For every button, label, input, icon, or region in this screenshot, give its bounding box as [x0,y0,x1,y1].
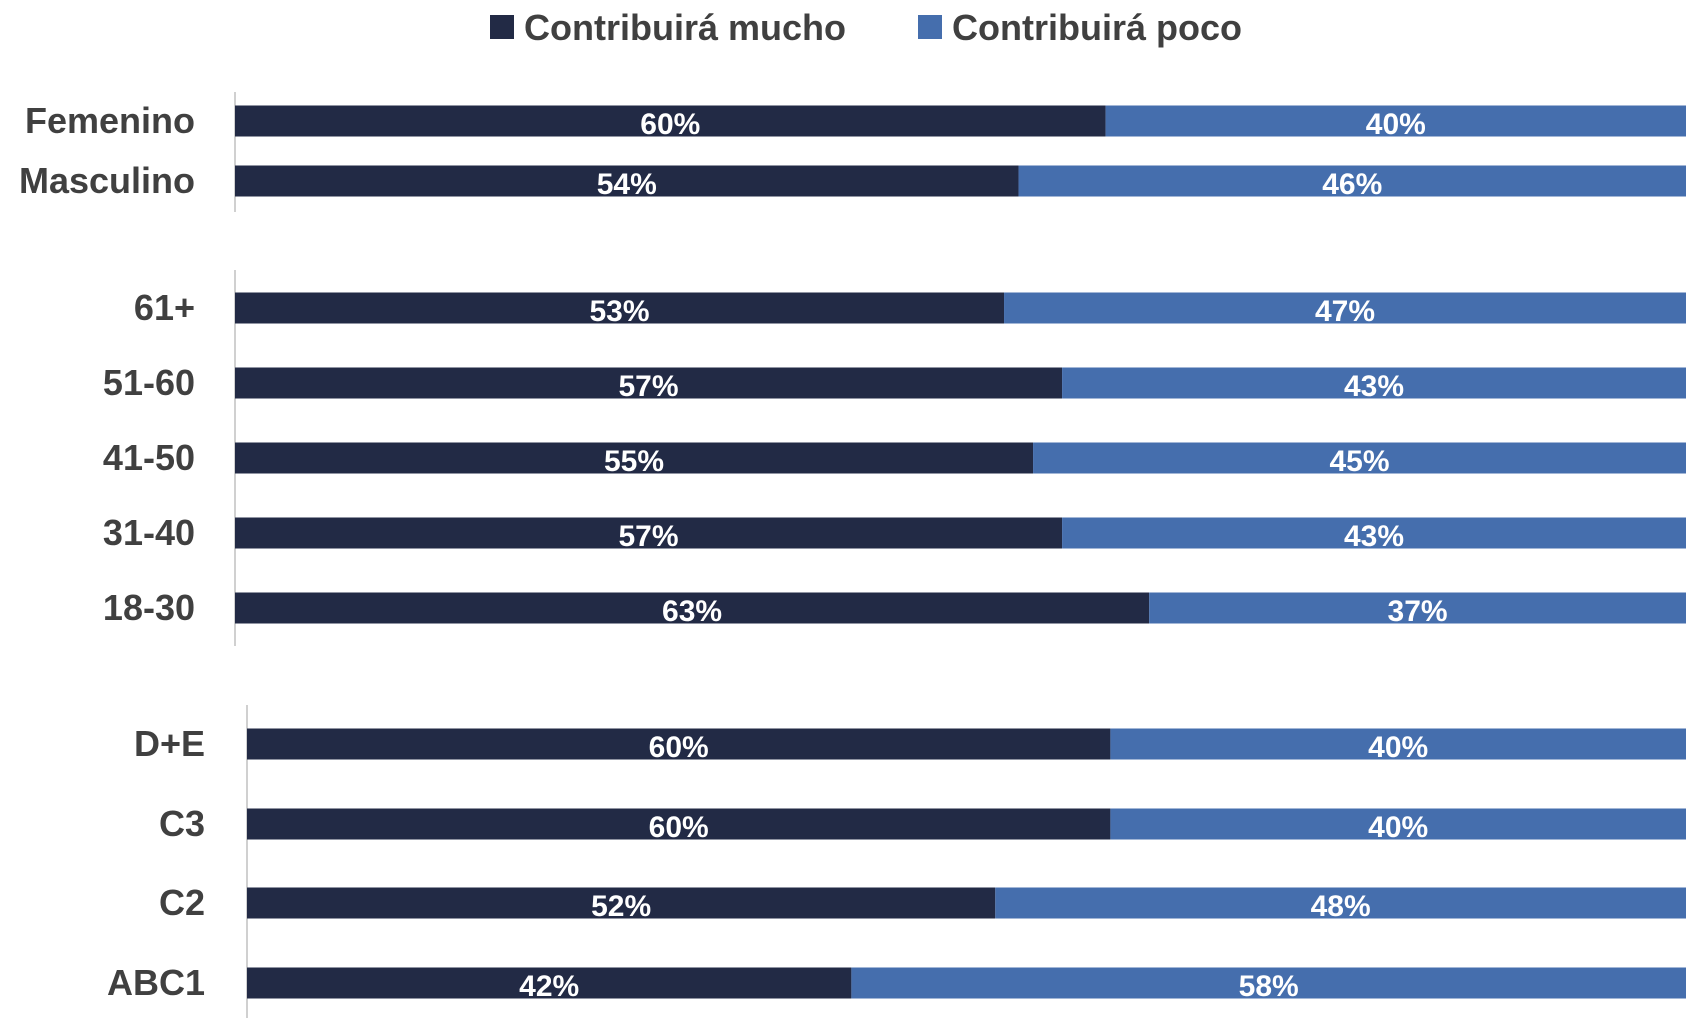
bar-segment-mucho [235,105,1106,137]
bar-segment-mucho [235,442,1034,474]
bar-segment-mucho [247,887,996,919]
category-label: 31-40 [103,512,195,553]
data-label: 53% [589,295,649,328]
bar-segment-poco [851,967,1686,999]
data-label: 54% [597,168,657,201]
data-label: 43% [1344,520,1404,553]
data-label: 42% [519,970,579,1003]
bar-segment-mucho [247,967,852,999]
data-label: 52% [591,890,651,923]
bar-segment-mucho [247,808,1111,840]
bar-segment-poco [995,887,1686,919]
legend: Contribuirá mucho Contribuirá poco [490,7,1242,48]
legend-label-mucho: Contribuirá mucho [524,7,846,48]
bar-segment-poco [1062,517,1686,549]
chart-panel-3: D+E 60% 40% C3 60% 40% C2 52% 48% ABC1 42% 58% [107,705,1686,1018]
bar-segment-mucho [235,165,1019,197]
data-label: 40% [1366,108,1426,141]
data-label: 58% [1239,970,1299,1003]
category-label: Masculino [19,160,195,201]
bar-segment-mucho [235,367,1063,399]
bar-segment-poco [1110,728,1686,760]
data-label: 46% [1322,168,1382,201]
bar-segment-poco [1004,292,1686,324]
data-label: 60% [640,108,700,141]
legend-swatch-mucho [490,15,514,39]
category-label: 51-60 [103,362,195,403]
category-label: C3 [159,803,205,844]
bar-segment-poco [1105,105,1686,137]
category-label: ABC1 [107,962,205,1003]
legend-swatch-poco [918,15,942,39]
bar-segment-mucho [247,728,1111,760]
data-label: 55% [604,445,664,478]
chart-panels: Femenino 60% 40% Masculino 54% 46% 61+ 53% 47% 51… [19,92,1686,1018]
data-label: 43% [1344,370,1404,403]
legend-label-poco: Contribuirá poco [952,7,1242,48]
category-label: 18-30 [103,587,195,628]
category-label: 41-50 [103,437,195,478]
chart-panel-2: 61+ 53% 47% 51-60 57% 43% 41-50 55% 45% 31-40 57% 4… [103,270,1686,646]
bar-segment-mucho [235,517,1063,549]
data-label: 60% [649,811,709,844]
data-label: 60% [649,731,709,764]
data-label: 45% [1330,445,1390,478]
category-label: 61+ [134,287,195,328]
bar-segment-poco [1110,808,1686,840]
data-label: 57% [619,520,679,553]
data-label: 63% [662,595,722,628]
chart-panel-1: Femenino 60% 40% Masculino 54% 46% [19,92,1686,212]
data-label: 57% [619,370,679,403]
data-label: 47% [1315,295,1375,328]
data-label: 48% [1311,890,1371,923]
category-label: D+E [134,723,205,764]
data-label: 37% [1388,595,1448,628]
bar-segment-poco [1149,592,1686,624]
bar-segment-poco [1062,367,1686,399]
bar-segment-poco [1033,442,1686,474]
bar-segment-mucho [235,592,1150,624]
bar-segment-poco [1018,165,1686,197]
data-label: 40% [1368,811,1428,844]
category-label: C2 [159,882,205,923]
category-label: Femenino [25,100,195,141]
data-label: 40% [1368,731,1428,764]
bar-segment-mucho [235,292,1005,324]
